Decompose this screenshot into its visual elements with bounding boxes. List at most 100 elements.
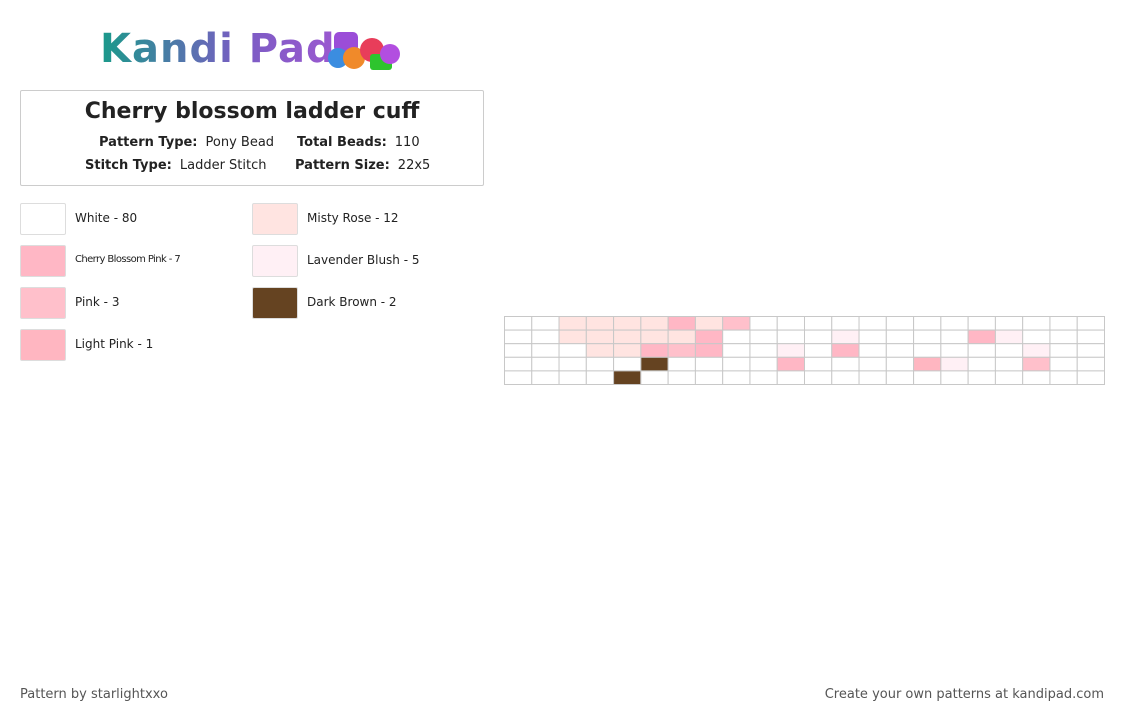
bead (1022, 356, 1051, 372)
bead (558, 316, 587, 331)
bead (613, 329, 642, 345)
bead (994, 370, 1024, 386)
footer-credit: Pattern by starlightxxo (20, 687, 168, 702)
bead (749, 356, 778, 372)
bead (994, 343, 1024, 358)
bead (667, 329, 696, 345)
bead (504, 370, 533, 386)
bead (885, 316, 915, 331)
bead (585, 356, 615, 372)
bead (885, 343, 915, 358)
bead (776, 356, 805, 372)
bead (667, 356, 696, 372)
bead (749, 316, 778, 331)
color-swatch (20, 203, 66, 235)
info-label: Stitch Type: (85, 158, 172, 173)
bead (531, 370, 560, 386)
bead (967, 329, 996, 345)
bead (940, 316, 969, 331)
bead (994, 356, 1024, 372)
bead (858, 343, 887, 358)
logo-beads (328, 32, 400, 70)
bead (640, 316, 669, 331)
bead (694, 329, 724, 345)
bead (613, 343, 642, 358)
bead (776, 329, 805, 345)
legend-label: Lavender Blush - 5 (307, 253, 420, 267)
bead (1049, 343, 1078, 358)
bead (1049, 356, 1078, 372)
bead (613, 316, 642, 331)
legend-label: Pink - 3 (75, 295, 120, 309)
bead (667, 316, 696, 331)
bead (804, 343, 833, 358)
bead (640, 329, 669, 345)
legend-label: Light Pink - 1 (75, 337, 154, 351)
bead (940, 329, 969, 345)
bead (913, 329, 942, 345)
bead (1022, 316, 1051, 331)
info-label: Pattern Type: (99, 135, 198, 150)
bead (885, 356, 915, 372)
bead (667, 370, 696, 386)
bead (1076, 356, 1106, 372)
bead (913, 356, 942, 372)
color-swatch (20, 287, 66, 319)
bead (531, 316, 560, 331)
bead (831, 370, 860, 386)
bead (640, 370, 669, 386)
info-label: Pattern Size: (295, 158, 390, 173)
bead (1049, 370, 1078, 386)
info-row: Pattern Size: 22x5 (295, 158, 430, 173)
bead (1076, 370, 1106, 386)
bead (585, 329, 615, 345)
color-swatch (20, 245, 66, 277)
bead (531, 329, 560, 345)
bead (940, 343, 969, 358)
bead (804, 356, 833, 372)
bead (504, 356, 533, 372)
bead (913, 370, 942, 386)
bead (613, 370, 642, 386)
bead (722, 370, 751, 386)
bead (667, 343, 696, 358)
bead (694, 316, 724, 331)
bead (1076, 316, 1106, 331)
bead (804, 370, 833, 386)
bead (694, 343, 724, 358)
bead (558, 343, 587, 358)
bead (504, 329, 533, 345)
color-swatch (252, 245, 298, 277)
legend-label: Misty Rose - 12 (307, 211, 399, 225)
bead (749, 343, 778, 358)
info-value: 110 (394, 135, 420, 150)
bead (585, 343, 615, 358)
bead (749, 370, 778, 386)
bead (913, 343, 942, 358)
bead (722, 329, 751, 345)
color-swatch (20, 329, 66, 361)
bead (858, 370, 887, 386)
bead (913, 316, 942, 331)
bead (967, 370, 996, 386)
bead (640, 356, 669, 372)
color-swatch (252, 287, 298, 319)
bead (1022, 329, 1051, 345)
bead (804, 316, 833, 331)
bead (1049, 316, 1078, 331)
bead (858, 356, 887, 372)
bead (967, 316, 996, 331)
bead (776, 316, 805, 331)
footer-link[interactable]: Create your own patterns at kandipad.com (824, 687, 1104, 702)
bead (531, 343, 560, 358)
bead (831, 343, 860, 358)
info-box: Cherry blossom ladder cuff Pattern Type:… (20, 90, 484, 186)
bead (885, 329, 915, 345)
bead (504, 343, 533, 358)
bead (585, 370, 615, 386)
bead (558, 356, 587, 372)
bead (858, 316, 887, 331)
bead (1022, 343, 1051, 358)
info-label: Total Beads: (297, 135, 387, 150)
